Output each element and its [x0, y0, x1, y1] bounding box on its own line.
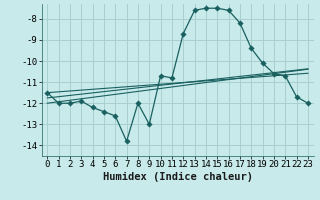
X-axis label: Humidex (Indice chaleur): Humidex (Indice chaleur) [103, 172, 252, 182]
